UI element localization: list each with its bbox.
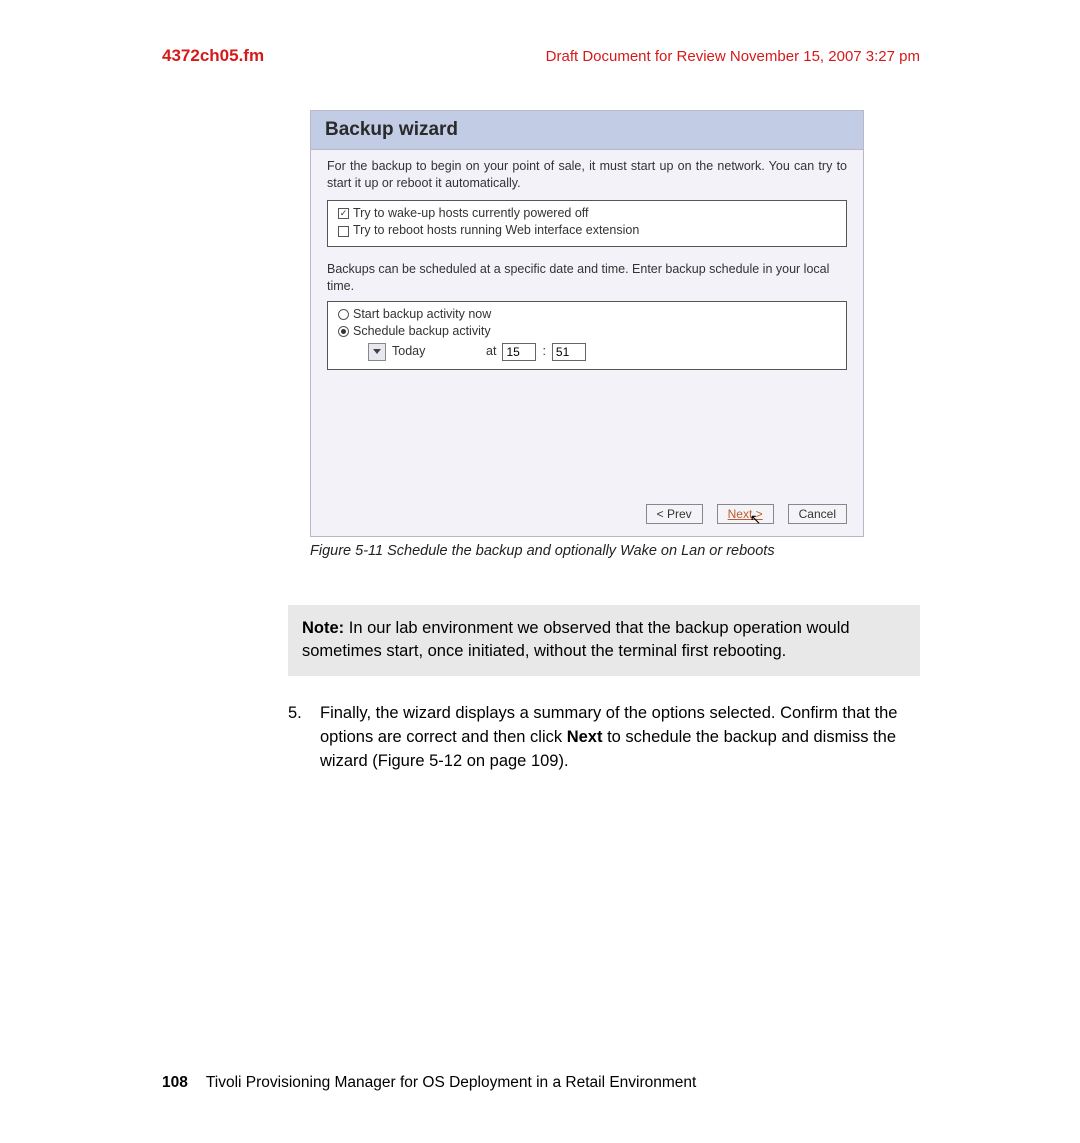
cancel-button[interactable]: Cancel <box>788 504 847 524</box>
step-text: Finally, the wizard displays a summary o… <box>320 702 920 774</box>
minute-input[interactable] <box>552 343 586 361</box>
schedule-options-box: Start backup activity now Schedule backu… <box>327 301 847 370</box>
schedule-intro-text: Backups can be scheduled at a specific d… <box>327 261 847 295</box>
next-button-label: Next > <box>728 507 763 521</box>
reboot-checkbox[interactable] <box>338 226 349 237</box>
next-button[interactable]: Next > ↖ <box>717 504 774 524</box>
schedule-radio[interactable] <box>338 326 349 337</box>
date-dropdown-button[interactable] <box>368 343 386 361</box>
draft-stamp: Draft Document for Review November 15, 2… <box>546 48 920 65</box>
schedule-label: Schedule backup activity <box>353 323 491 341</box>
page-footer: 108 Tivoli Provisioning Manager for OS D… <box>162 1074 920 1092</box>
note-box: Note: In our lab environment we observed… <box>288 605 920 677</box>
page-header: 4372ch05.fm Draft Document for Review No… <box>162 46 920 66</box>
date-value[interactable]: Today <box>392 343 480 360</box>
hour-input[interactable] <box>502 343 536 361</box>
wizard-titlebar: Backup wizard <box>311 111 863 150</box>
note-prefix: Note: <box>302 619 344 637</box>
step-5: 5. Finally, the wizard displays a summar… <box>288 702 920 774</box>
book-title: Tivoli Provisioning Manager for OS Deplo… <box>206 1074 696 1092</box>
wizard-intro-text: For the backup to begin on your point of… <box>327 158 847 192</box>
at-label: at <box>486 343 496 360</box>
reboot-label: Try to reboot hosts running Web interfac… <box>353 222 639 240</box>
figure-caption: Figure 5-11 Schedule the backup and opti… <box>310 543 920 559</box>
note-body: In our lab environment we observed that … <box>302 619 850 661</box>
doc-filename: 4372ch05.fm <box>162 46 264 66</box>
start-now-label: Start backup activity now <box>353 306 491 324</box>
wizard-title: Backup wizard <box>325 119 458 140</box>
start-now-radio[interactable] <box>338 309 349 320</box>
page-number: 108 <box>162 1074 188 1092</box>
time-colon: : <box>542 343 545 360</box>
network-options-box: ✓ Try to wake-up hosts currently powered… <box>327 200 847 247</box>
backup-wizard-window: Backup wizard For the backup to begin on… <box>310 110 864 537</box>
wake-checkbox[interactable]: ✓ <box>338 208 349 219</box>
step-number: 5. <box>288 702 310 774</box>
wake-label: Try to wake-up hosts currently powered o… <box>353 205 589 223</box>
chevron-down-icon <box>373 349 381 354</box>
prev-button[interactable]: < Prev <box>646 504 703 524</box>
wizard-footer: < Prev Next > ↖ Cancel <box>311 494 863 536</box>
